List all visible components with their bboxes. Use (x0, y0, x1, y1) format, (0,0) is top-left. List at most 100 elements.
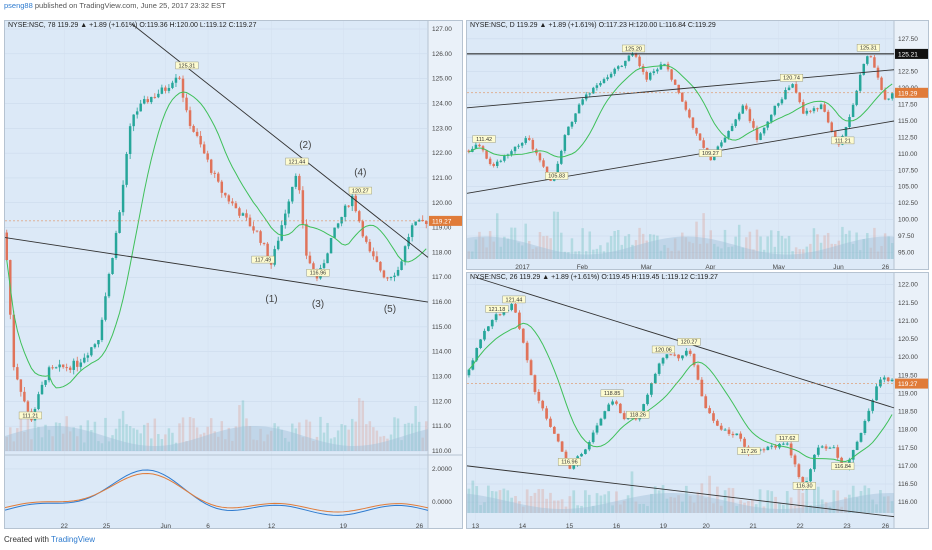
pivot-label-box (175, 61, 199, 70)
volume-bar (535, 247, 538, 259)
candle (174, 77, 178, 83)
volume-bar (475, 486, 479, 513)
volume-bar (659, 250, 663, 259)
volume-bar (666, 247, 670, 259)
candle (220, 181, 224, 193)
volume-bar (5, 436, 8, 451)
candle (213, 172, 216, 174)
candle (851, 104, 855, 118)
volume-bar (691, 243, 695, 259)
y-tick-label: 119.00 (432, 225, 452, 232)
candle (791, 84, 794, 88)
candle (287, 201, 290, 214)
volume-bar (737, 224, 741, 259)
candle (848, 117, 851, 127)
volume-bar (23, 431, 26, 451)
volume-bar (785, 491, 789, 513)
volume-bar (121, 410, 125, 451)
candle (574, 113, 577, 123)
candle (745, 105, 748, 110)
chart-daily[interactable]: NYSE:NSC, D 119.29 ▲ +1.89 (+1.61%) O:11… (466, 20, 929, 270)
candle (417, 219, 421, 222)
volume-bar (517, 242, 520, 259)
candle (669, 354, 673, 356)
candle (773, 105, 777, 115)
candle (626, 417, 630, 420)
candle (784, 89, 787, 100)
candle (727, 429, 731, 434)
volume-bar (688, 241, 691, 259)
candle (188, 110, 192, 126)
candle (529, 360, 533, 376)
candle (645, 71, 648, 80)
volume-bar (778, 503, 781, 513)
volume-bar (641, 233, 645, 259)
candle (72, 360, 75, 370)
chart-svg: 127.50125.00122.50120.00117.50115.00112.… (467, 21, 928, 269)
volume-bar (584, 251, 588, 259)
volume-bar (858, 250, 862, 259)
volume-bar (414, 405, 417, 451)
y-tick-label: 120.00 (898, 354, 918, 361)
candle (595, 425, 599, 433)
volume-bar (248, 426, 252, 451)
volume-bar (498, 490, 502, 513)
publisher-name[interactable]: pseng88 (4, 1, 33, 10)
chart-26min[interactable]: NYSE:NSC, 26 119.29 ▲ +1.89 (+1.61%) O:1… (466, 272, 929, 529)
chart-78min[interactable]: NYSE:NSC, 78 119.29 ▲ +1.89 (+1.61%) O:1… (4, 20, 463, 529)
candle (620, 65, 624, 67)
candle (657, 363, 661, 374)
volume-bar (848, 494, 851, 513)
candle (734, 119, 737, 126)
volume-bar (506, 490, 510, 513)
pivot-label: 125.31 (178, 63, 195, 69)
y-tick-label: 117.00 (432, 274, 452, 281)
volume-bar (840, 506, 843, 513)
volume-bar (752, 249, 755, 259)
volume-bar (224, 439, 227, 451)
candle (743, 438, 746, 447)
candle (876, 67, 880, 78)
tradingview-logo[interactable]: TradingView (51, 535, 96, 544)
volume-bar (702, 213, 705, 259)
candle (26, 401, 30, 412)
y-tick-label: 112.50 (898, 134, 918, 141)
y-tick-label: 107.50 (898, 167, 918, 174)
candle (396, 269, 400, 276)
candle (670, 69, 673, 80)
candle (855, 441, 859, 450)
candle (556, 163, 559, 177)
pivot-label: 121.18 (488, 307, 505, 313)
volume-bar (875, 504, 878, 513)
candle (121, 184, 125, 213)
volume-bar (634, 501, 638, 513)
volume-bar (716, 486, 719, 513)
volume-bar (220, 421, 224, 451)
candle (475, 347, 479, 361)
volume-ma-area (5, 426, 428, 451)
volume-bar (520, 245, 524, 259)
volume-bar (333, 437, 336, 451)
candle (12, 314, 16, 368)
candle (824, 446, 828, 449)
candle (61, 364, 65, 368)
candle (542, 160, 545, 167)
volume-bar (758, 489, 762, 513)
y-tick-label: 112.00 (432, 398, 452, 405)
volume-ma-area (467, 236, 894, 259)
volume-bar (284, 437, 287, 451)
volume-bar (869, 247, 873, 259)
y-tick-label: 127.50 (898, 36, 918, 43)
volume-bar (488, 231, 492, 259)
candle (167, 87, 171, 91)
candle (171, 82, 174, 88)
volume-bar (620, 244, 624, 259)
volume-bar (104, 417, 107, 451)
candle (549, 418, 552, 427)
volume-bar (471, 480, 475, 513)
volume-bar (791, 251, 794, 259)
candle (611, 401, 614, 405)
volume-bar (563, 251, 567, 259)
candle (755, 127, 759, 140)
volume-bar (545, 498, 548, 513)
